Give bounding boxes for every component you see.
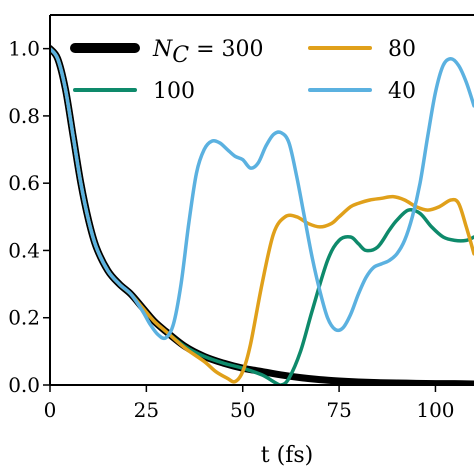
x-tick-label: 25	[134, 398, 159, 422]
axes	[49, 14, 474, 386]
legend: NC = 300 100 80 40	[70, 37, 416, 104]
y-tick-label: 0.2	[8, 306, 40, 330]
y-axis-ticks: 0.0 0.2 0.4 0.6 0.8 1.0	[8, 37, 50, 397]
y-tick-label: 0.8	[8, 104, 40, 128]
x-axis-ticks: 0 25 50 75 100	[44, 385, 455, 422]
legend-label-40: 40	[388, 79, 416, 104]
y-tick-label: 0.0	[8, 373, 40, 397]
plot-area	[50, 45, 474, 385]
legend-label-80: 80	[388, 37, 416, 62]
y-tick-label: 0.4	[8, 238, 40, 262]
y-tick-label: 0.6	[8, 171, 40, 195]
x-tick-label: 50	[230, 398, 255, 422]
y-tick-label: 1.0	[8, 37, 40, 61]
legend-label-300: NC = 300	[152, 37, 264, 68]
x-axis-label: t (fs)	[261, 443, 313, 468]
x-tick-label: 0	[44, 398, 57, 422]
x-tick-label: 100	[416, 398, 454, 422]
series-line-40	[50, 46, 474, 341]
legend-label-100: 100	[153, 79, 195, 104]
x-tick-label: 75	[326, 398, 351, 422]
